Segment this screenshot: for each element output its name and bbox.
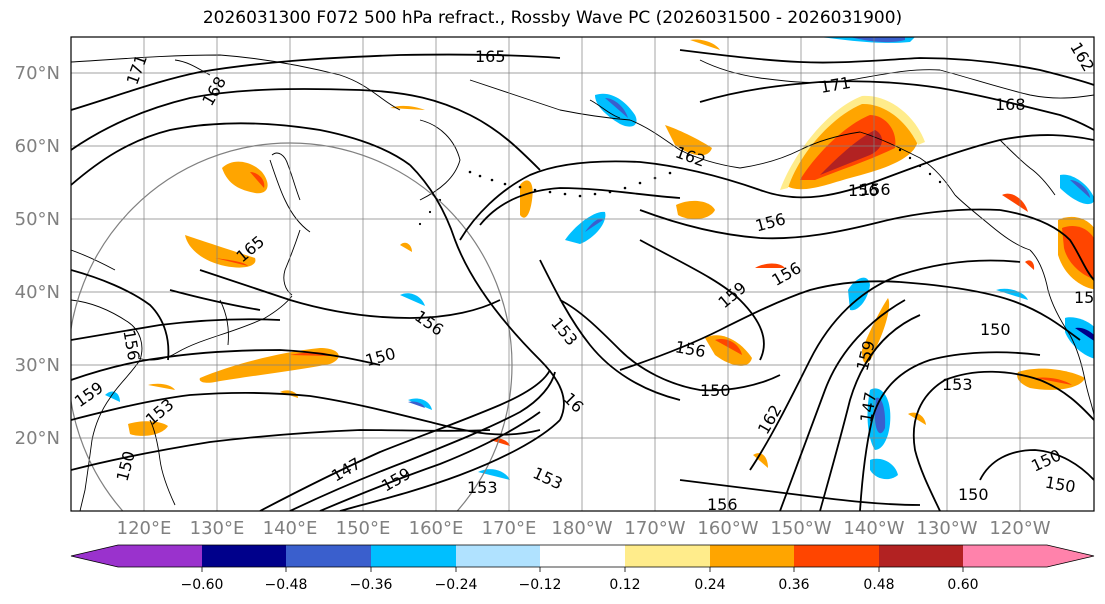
lon-label: 160°W	[697, 518, 758, 539]
contour-label: 150	[980, 320, 1011, 339]
contour-label: 165	[475, 47, 506, 66]
lon-label: 180°W	[551, 518, 612, 539]
colorbar-segment	[286, 545, 371, 567]
colorbar-segment	[710, 545, 794, 567]
lon-label: 120°E	[117, 518, 172, 539]
lon-label: 130°W	[916, 518, 977, 539]
aleutian-islands	[418, 148, 942, 226]
colorbar-tick-label: 0.60	[947, 577, 978, 593]
height-contours	[71, 49, 1094, 511]
colorbar-segment	[71, 545, 202, 567]
lon-label: 170°W	[624, 518, 685, 539]
lon-label: 130°E	[190, 518, 245, 539]
colorbar-segment	[794, 545, 879, 567]
colorbar-tick-label: −0.36	[350, 577, 393, 593]
anomaly-fields	[105, 37, 1094, 480]
anomaly-positive-30n	[199, 348, 339, 383]
lat-label: 40°N	[15, 282, 60, 303]
contour-label: 156	[860, 180, 891, 199]
longitude-labels: 120°E 130°E 140°E 150°E 160°E 170°E 180°…	[117, 518, 1051, 539]
lon-label: 120°W	[989, 518, 1050, 539]
colorbar-tick-label: −0.12	[519, 577, 562, 593]
coastlines	[71, 54, 1094, 511]
colorbar-segment	[963, 545, 1094, 567]
lat-label: 30°N	[15, 355, 60, 376]
colorbar-segment	[456, 545, 540, 567]
colorbar-segment	[625, 545, 710, 567]
colorbar-tick-label: −0.24	[435, 577, 478, 593]
contour-label: 156	[848, 181, 879, 200]
map-title: 2026031300 F072 500 hPa refract., Rossby…	[202, 8, 903, 28]
colorbar: −0.60 −0.48 −0.36 −0.24 −0.12 0.12 0.24 …	[70, 544, 1095, 593]
lat-label: 20°N	[15, 428, 60, 449]
colorbar-segment	[879, 545, 963, 567]
colorbar-tick-label: −0.60	[181, 577, 224, 593]
contour-label: 150	[958, 485, 989, 504]
contour-label: 15	[1074, 288, 1094, 307]
lon-label: 140°E	[263, 518, 318, 539]
colorbar-segment	[540, 545, 625, 567]
colorbar-tick-label: 0.36	[778, 577, 809, 593]
lon-label: 140°W	[843, 518, 904, 539]
anomaly-negative-bering	[595, 93, 637, 127]
lon-label: 150°W	[770, 518, 831, 539]
map-frame	[70, 36, 1095, 512]
contour-label: 150	[700, 381, 731, 400]
range-circle	[71, 142, 513, 511]
colorbar-segment	[202, 545, 286, 567]
contour-label: 156	[707, 495, 738, 514]
lon-label: 160°E	[409, 518, 464, 539]
lon-label: 170°E	[482, 518, 537, 539]
lat-label: 70°N	[15, 63, 60, 84]
colorbar-segment	[371, 545, 456, 567]
contour-label: 153	[942, 375, 973, 394]
graticule	[71, 37, 1094, 511]
contour-label: 168	[995, 95, 1026, 114]
colorbar-tick-label: 0.12	[609, 577, 640, 593]
anomaly-positive-okhotsk	[222, 161, 268, 194]
lat-label: 60°N	[15, 136, 60, 157]
lat-label: 50°N	[15, 209, 60, 230]
colorbar-tick-label: 0.48	[863, 577, 894, 593]
colorbar-tick-label: 0.24	[694, 577, 725, 593]
map-area	[71, 37, 1094, 511]
contour-label: 153	[467, 478, 498, 497]
latitude-labels: 70°N 60°N 50°N 40°N 30°N 20°N	[15, 63, 60, 449]
lon-label: 150°E	[336, 518, 391, 539]
colorbar-tick-label: −0.48	[265, 577, 308, 593]
